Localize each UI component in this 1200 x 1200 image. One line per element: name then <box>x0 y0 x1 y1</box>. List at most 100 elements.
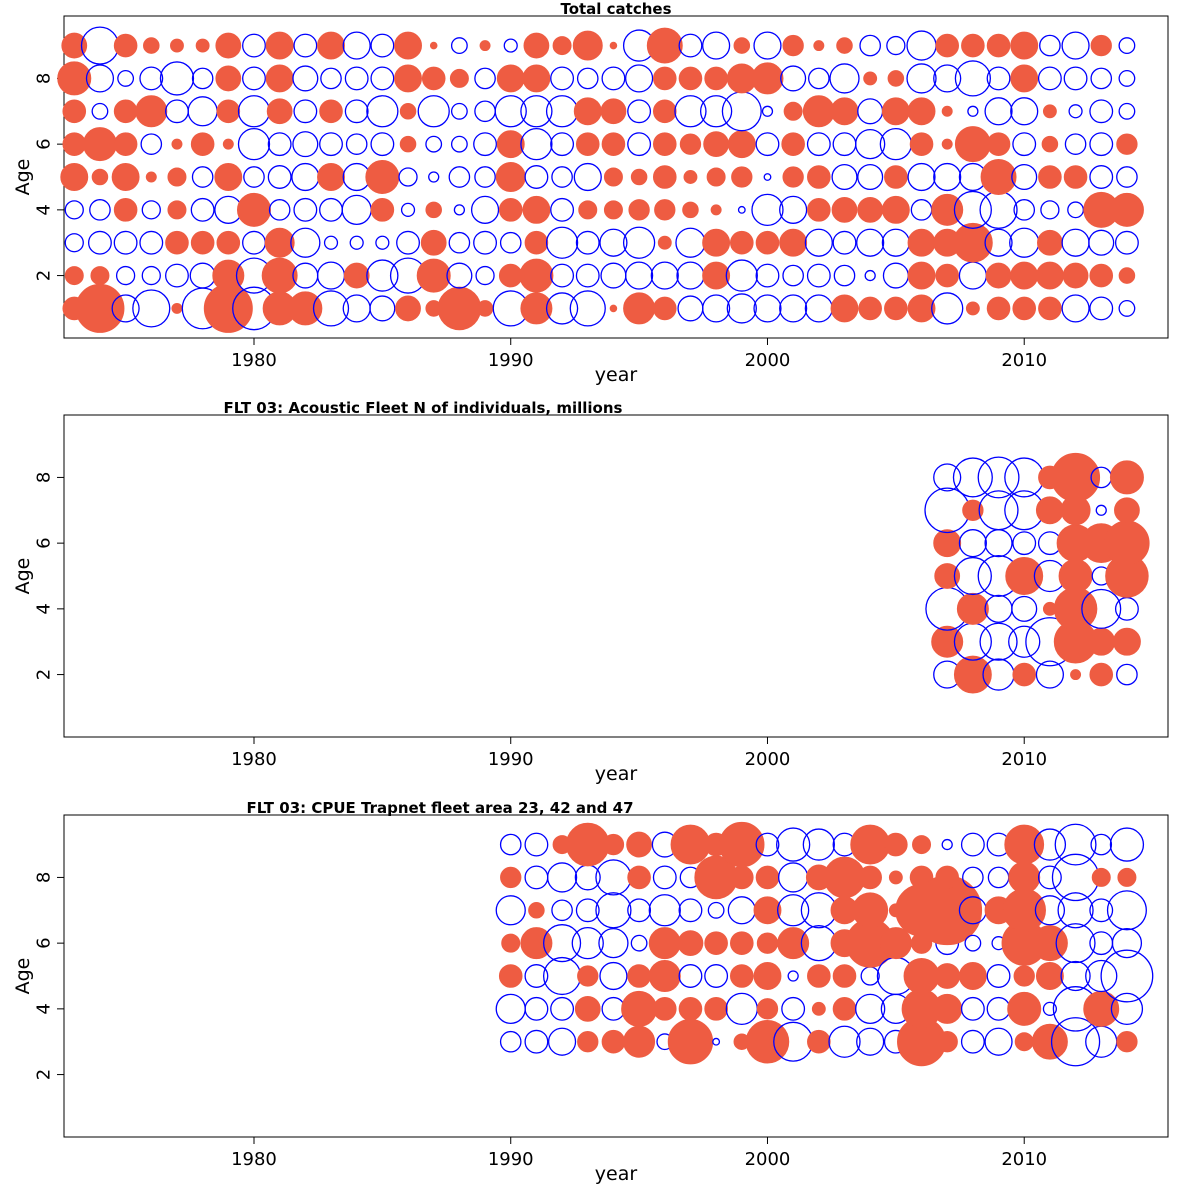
bubble-negative <box>396 230 420 255</box>
bubble-positive <box>755 865 780 890</box>
bubble-negative <box>547 1027 577 1056</box>
bubble-negative <box>712 1037 721 1046</box>
bubble-negative <box>237 95 271 128</box>
bubble-negative <box>1013 199 1036 221</box>
bubble-positive <box>501 933 521 953</box>
bubble-positive <box>933 529 962 558</box>
bubble-negative <box>293 99 318 124</box>
bubble-negative <box>857 163 884 191</box>
bubble-positive <box>1005 557 1044 595</box>
x-tick-label: 2010 <box>1001 350 1047 371</box>
bubble-negative <box>761 105 774 117</box>
bubble-negative <box>856 228 885 257</box>
bubble-positive <box>145 171 157 183</box>
x-tick-label: 1990 <box>488 350 534 371</box>
bubble-positive <box>652 99 677 124</box>
bubble-positive <box>82 127 117 162</box>
bubble-negative <box>855 129 886 160</box>
bubble-positive <box>601 1029 626 1054</box>
bubble-positive <box>934 963 961 989</box>
y-tick-label: 8 <box>34 472 55 483</box>
bubble-positive <box>1089 263 1114 288</box>
bubble-negative <box>499 833 522 856</box>
bubble-negative <box>370 132 395 157</box>
bubble-negative <box>1090 67 1113 90</box>
bubble-negative <box>1042 1001 1057 1016</box>
bubble-positive <box>730 865 754 890</box>
panel-total-catches: Total catches 1980 1990 2000 2010 2 4 6 8 year… <box>12 0 1169 386</box>
bubble-layer <box>924 452 1150 694</box>
bubble-negative <box>85 64 115 93</box>
bubble-negative <box>242 33 266 58</box>
bubble-positive <box>573 97 602 126</box>
bubble-negative <box>342 294 371 323</box>
bubble-negative <box>550 132 575 157</box>
bubble-positive <box>704 931 728 955</box>
bubble-negative <box>165 263 189 288</box>
bubble-positive <box>552 36 572 56</box>
bubble-negative <box>960 832 985 857</box>
bubble-negative <box>190 197 215 222</box>
bubble-positive <box>702 261 731 290</box>
bubble-positive <box>135 95 168 128</box>
bubble-negative <box>292 65 319 92</box>
bubble-positive <box>677 930 704 957</box>
bubble-negative <box>625 261 654 290</box>
y-axis: 2 4 6 8 <box>34 872 64 1080</box>
bubble-positive <box>753 896 782 925</box>
y-tick-label: 2 <box>34 669 55 680</box>
bubble-positive <box>935 263 960 288</box>
bubble-negative <box>87 230 112 255</box>
bubble-negative <box>864 269 876 282</box>
bubble-negative <box>984 1027 1013 1056</box>
bubble-positive <box>522 64 551 93</box>
bubble-positive <box>216 99 241 124</box>
bubble-negative <box>569 290 606 327</box>
bubble-positive <box>652 165 677 189</box>
bubble-negative <box>678 964 703 988</box>
bubble-positive <box>1038 165 1062 189</box>
bubble-positive <box>630 168 648 186</box>
bubble-negative <box>576 67 599 90</box>
bubble-negative <box>474 166 496 188</box>
bubble-positive <box>958 962 987 990</box>
bubble-negative <box>882 262 909 289</box>
bubble-negative <box>676 261 705 290</box>
bubble-positive <box>574 995 601 1022</box>
bubble-positive <box>1013 965 1035 987</box>
bubble-positive <box>627 964 651 988</box>
bubble-positive <box>852 892 889 929</box>
bubble-positive <box>935 33 960 58</box>
bubble-positive <box>931 193 964 226</box>
bubble-positive <box>429 41 438 50</box>
bubble-positive <box>986 132 1011 156</box>
x-axis: 1980 1990 2000 2010 <box>231 1137 1047 1170</box>
bubble-negative <box>267 165 292 189</box>
bubble-negative <box>473 132 498 157</box>
bubble-positive <box>980 159 1017 195</box>
bubble-positive <box>962 499 984 521</box>
bubble-positive <box>779 228 808 257</box>
bubble-positive <box>399 135 417 153</box>
bubble-positive <box>941 138 953 150</box>
bubble-negative <box>64 200 84 220</box>
bubble-negative <box>293 33 318 58</box>
bubble-negative <box>520 95 553 128</box>
bubble-negative <box>737 205 746 214</box>
bubble-negative <box>1054 823 1097 866</box>
bubble-positive <box>730 964 754 988</box>
bubble-positive <box>1041 135 1059 153</box>
bubble-positive <box>912 835 932 855</box>
bubble-positive <box>60 163 89 191</box>
bubble-positive <box>1010 31 1039 60</box>
bubble-positive <box>317 163 345 191</box>
y-tick-label: 4 <box>34 603 55 614</box>
bubble-negative <box>1118 70 1136 87</box>
bubble-negative <box>551 899 573 922</box>
x-tick-label: 2010 <box>1001 749 1047 770</box>
bubble-positive <box>953 655 992 694</box>
bubble-positive <box>881 97 910 126</box>
bubble-positive <box>1058 559 1093 593</box>
bubble-positive <box>1035 261 1064 290</box>
bubble-negative <box>802 828 835 861</box>
